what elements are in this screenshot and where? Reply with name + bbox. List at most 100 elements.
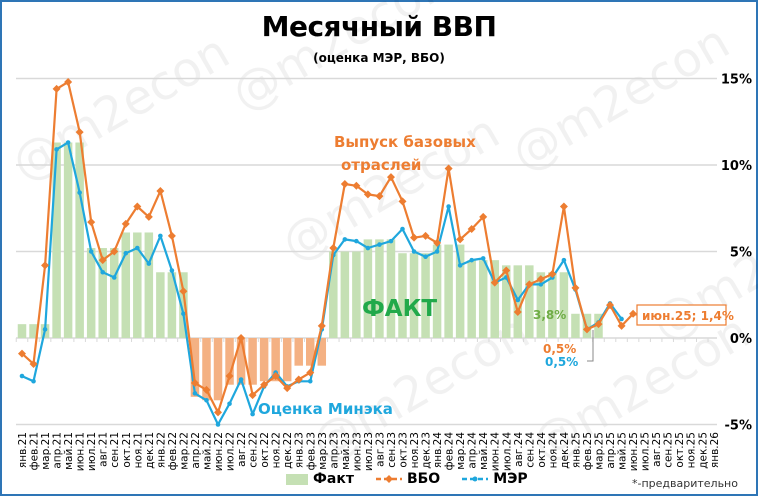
marker-dot-icon <box>54 147 59 152</box>
x-tick-label: май.23 <box>340 432 352 470</box>
marker-diamond-icon <box>548 269 557 278</box>
marker-diamond-icon <box>594 320 603 329</box>
legend-line-dot-icon <box>462 476 489 482</box>
marker-dot-icon <box>342 237 348 242</box>
legend-label-mer: МЭР <box>493 471 528 487</box>
marker-dot-icon <box>111 275 117 280</box>
annotation-mer-last: 0,5% <box>545 355 578 369</box>
bar-fact <box>455 244 465 338</box>
x-tick-label: мар.21 <box>40 432 52 470</box>
x-tick-label: дек.24 <box>559 432 571 469</box>
marker-diamond-icon <box>121 219 130 228</box>
bar-fact <box>17 324 27 338</box>
x-tick-label: май.21 <box>63 432 75 470</box>
x-tick-label: сен.25 <box>663 432 675 468</box>
annotation-vbo-last: 0,5% <box>543 342 576 356</box>
marker-dot-icon <box>250 411 255 417</box>
x-tick-label: янв.21 <box>17 432 29 468</box>
x-tick-label: фев.25 <box>582 432 594 470</box>
bar-fact <box>317 338 327 366</box>
bar-fact <box>282 338 292 382</box>
x-tick-label: апр.21 <box>52 432 64 469</box>
x-tick-label: мар.22 <box>178 432 190 470</box>
marker-diamond-icon <box>398 197 407 206</box>
marker-dot-icon <box>365 245 371 251</box>
marker-diamond-icon <box>525 280 534 289</box>
marker-dot-icon <box>515 297 521 303</box>
legend-item-mer: МЭР <box>462 471 528 487</box>
marker-diamond-icon <box>237 334 246 342</box>
marker-diamond-icon <box>410 233 419 242</box>
bar-fact <box>478 260 488 338</box>
y-tick-label: 15% <box>721 73 752 88</box>
marker-dot-icon <box>19 373 25 379</box>
annotation-fact-value: 3,8% <box>533 308 566 322</box>
marker-diamond-icon <box>294 375 303 384</box>
marker-dot-icon <box>146 261 152 266</box>
x-tick-label: авг.22 <box>236 432 248 467</box>
x-tick-label: май.24 <box>478 432 490 470</box>
bar-fact <box>213 338 223 401</box>
marker-dot-icon <box>158 233 163 239</box>
marker-diamond-icon <box>329 244 338 253</box>
marker-dot-icon <box>31 378 36 384</box>
x-tick-label: сен.22 <box>248 432 260 468</box>
marker-dot-icon <box>434 249 440 254</box>
marker-diamond-icon <box>340 180 349 189</box>
marker-diamond-icon <box>629 309 638 318</box>
marker-diamond-icon <box>582 325 591 334</box>
x-tick-label: апр.23 <box>328 432 340 469</box>
x-tick-label: авг.21 <box>98 432 110 467</box>
marker-diamond-icon <box>536 275 545 284</box>
marker-dot-icon <box>354 238 359 244</box>
x-tick-label: дек.25 <box>697 432 709 469</box>
marker-dot-icon <box>88 249 94 254</box>
x-tick-label: янв.23 <box>294 432 306 468</box>
marker-dot-icon <box>238 377 244 382</box>
x-tick-label: дек.22 <box>282 432 294 469</box>
x-tick-label: окт.21 <box>121 432 133 468</box>
x-tick-label: апр.25 <box>605 432 617 469</box>
marker-diamond-icon <box>18 349 26 358</box>
legend-item-vbo: ВБО <box>375 471 440 487</box>
marker-dot-icon <box>619 316 624 322</box>
marker-dot-icon <box>400 226 405 232</box>
marker-diamond-icon <box>64 77 73 86</box>
x-tick-label: сен.23 <box>386 432 398 468</box>
marker-dot-icon <box>307 378 313 384</box>
marker-diamond-icon <box>225 372 234 381</box>
legend-bar-swatch <box>286 473 308 485</box>
bar-fact <box>559 272 569 338</box>
marker-diamond-icon <box>214 408 223 417</box>
x-tick-label: янв.25 <box>570 432 582 468</box>
y-tick-label: -5% <box>725 419 752 434</box>
marker-diamond-icon <box>375 192 384 201</box>
x-tick-label: июл.22 <box>225 432 237 471</box>
marker-diamond-icon <box>502 266 511 275</box>
x-tick-label: июн.24 <box>490 432 502 472</box>
bar-fact <box>398 253 407 338</box>
bar-fact <box>63 142 73 338</box>
marker-diamond-icon <box>190 378 199 387</box>
bar-fact <box>421 253 430 338</box>
bar-fact <box>490 260 499 338</box>
bar-fact <box>352 251 361 338</box>
x-tick-label: авг.23 <box>374 432 386 467</box>
marker-dot-icon <box>446 204 451 209</box>
bar-fact <box>29 324 38 338</box>
bar-fact <box>167 272 177 338</box>
x-tick-label: апр.24 <box>467 432 479 469</box>
marker-dot-icon <box>377 242 382 247</box>
bar-fact <box>329 251 338 338</box>
marker-diamond-icon <box>52 84 61 93</box>
y-tick-label: 10% <box>721 159 752 174</box>
x-tick-label: июл.21 <box>86 432 98 471</box>
marker-dot-icon <box>561 257 567 263</box>
bar-fact <box>144 232 154 338</box>
x-tick-label: июл.23 <box>363 432 375 471</box>
x-tick-label: май.22 <box>201 432 213 470</box>
x-tick-label: ноя.25 <box>686 432 698 468</box>
y-tick-label: 0% <box>730 332 752 347</box>
legend-item-fact: Факт <box>286 471 354 487</box>
marker-dot-icon <box>123 250 129 256</box>
